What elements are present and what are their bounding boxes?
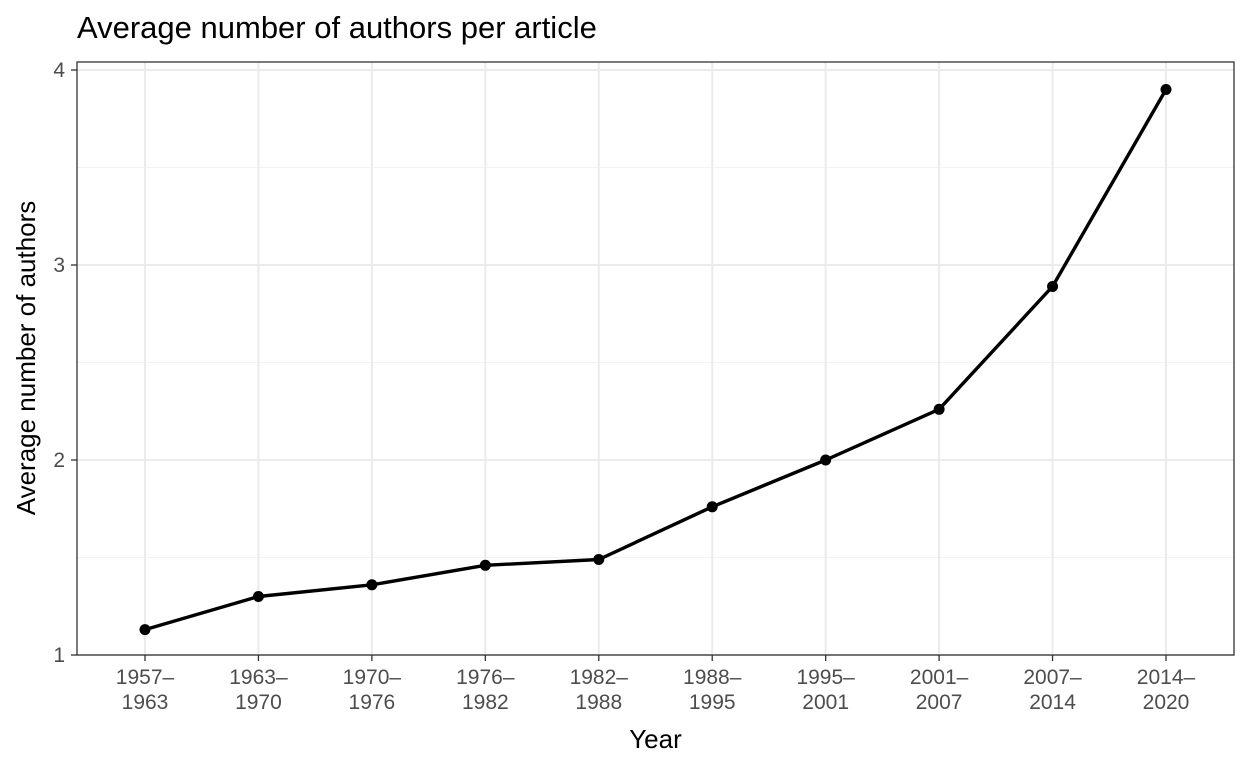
data-point: [366, 579, 378, 591]
data-point: [706, 501, 718, 513]
data-point: [933, 403, 945, 415]
grid: [77, 62, 1234, 656]
data-point: [820, 454, 832, 466]
data-point: [139, 624, 151, 636]
x-tick-label: 1995– 2001: [796, 666, 855, 714]
series-layer: [139, 84, 1172, 636]
y-tick-label: 1: [53, 644, 65, 667]
x-tick-label: 2014– 2020: [1137, 666, 1196, 714]
panel-border: [76, 61, 1235, 656]
y-tick-label: 3: [53, 254, 65, 277]
data-point: [252, 591, 264, 602]
x-tick-label: 1988– 1995: [683, 666, 742, 714]
x-tick-label: 2001– 2007: [910, 666, 969, 714]
data-point: [593, 553, 605, 565]
x-tick-label: 1982– 1988: [570, 666, 629, 714]
x-tick-label: 1970– 1976: [343, 666, 402, 714]
x-axis-title: Year: [629, 724, 682, 754]
x-tick-label: 1963– 1970: [229, 666, 288, 714]
data-point: [1047, 280, 1059, 292]
series-line: [144, 88, 1168, 632]
y-tick-label: 2: [53, 449, 65, 472]
chart-title: Average number of authors per article: [77, 10, 597, 45]
x-tick-label: 1957– 1963: [116, 666, 175, 714]
y-tick-label: 4: [53, 59, 65, 82]
y-axis-title: Average number of authors: [11, 201, 41, 516]
x-tick-label: 1976– 1982: [456, 666, 515, 714]
data-point: [1160, 84, 1172, 95]
data-point: [479, 559, 491, 571]
axes: 1 2 3 4 1957– 1963 1963– 1970 1970– 1976 1976– 1982…: [53, 59, 1195, 714]
x-tick-label: 2007– 2014: [1023, 666, 1082, 714]
